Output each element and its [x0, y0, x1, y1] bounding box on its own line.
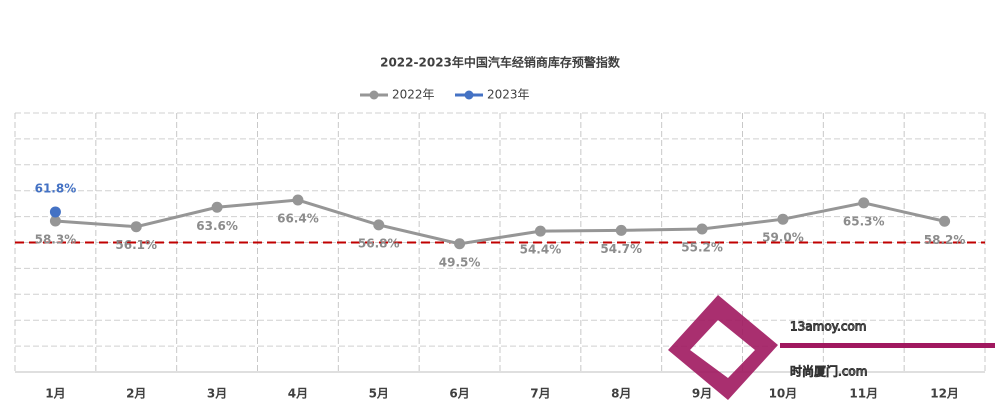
x-tick-label: 4月 — [288, 387, 308, 401]
data-label: 49.5% — [439, 255, 481, 269]
watermark-text: 时尚厦门.com — [790, 364, 867, 379]
data-label: 63.6% — [196, 219, 238, 233]
data-label: 59.0% — [762, 231, 804, 245]
point — [130, 221, 142, 233]
point — [696, 223, 708, 235]
chart-title: 2022-2023年中国汽车经销商库存预警指数 — [380, 55, 621, 70]
watermark-text: 13amoy.com — [790, 320, 867, 334]
x-tick-label: 5月 — [369, 387, 389, 401]
legend-marker — [369, 90, 379, 100]
point — [534, 225, 546, 237]
data-label: 56.8% — [358, 236, 400, 250]
point — [615, 224, 627, 236]
point — [49, 215, 61, 227]
data-label: 61.8% — [35, 181, 77, 195]
point — [777, 213, 789, 225]
series-line — [55, 198, 945, 246]
data-label: 66.4% — [277, 212, 319, 226]
x-tick-label: 1月 — [45, 387, 65, 401]
x-tick-label: 6月 — [449, 387, 469, 401]
data-label: 56.1% — [115, 238, 157, 252]
data-label: 55.2% — [681, 241, 723, 255]
x-tick-label: 3月 — [207, 387, 227, 401]
x-tick-label: 2月 — [126, 387, 146, 401]
legend-label: 2022年 — [392, 88, 435, 102]
point — [939, 215, 951, 227]
data-label: 65.3% — [843, 214, 885, 228]
watermark-bar — [780, 343, 995, 348]
data-label: 54.7% — [600, 242, 642, 256]
point — [373, 219, 385, 231]
point — [292, 194, 304, 206]
x-tick-label: 12月 — [930, 387, 959, 401]
x-tick-label: 9月 — [692, 387, 712, 401]
data-label: 58.2% — [924, 233, 966, 247]
point — [211, 201, 223, 213]
x-tick-label: 7月 — [530, 387, 550, 401]
legend-label: 2023年 — [487, 88, 530, 102]
x-tick-label: 10月 — [769, 387, 798, 401]
point — [454, 238, 466, 250]
watermark-logo — [668, 295, 778, 400]
x-tick-label: 11月 — [849, 387, 878, 401]
x-tick-label: 8月 — [611, 387, 631, 401]
data-label: 54.4% — [520, 243, 562, 257]
point — [858, 197, 870, 209]
legend-marker — [464, 90, 474, 100]
point — [49, 206, 61, 218]
watermark: 13amoy.com 时尚厦门.com — [668, 295, 995, 400]
data-label: 58.3% — [35, 233, 77, 247]
